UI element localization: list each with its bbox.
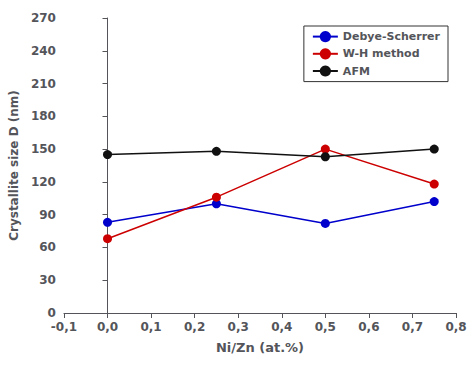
svg-text:30: 30 — [39, 273, 56, 287]
svg-text:0,6: 0,6 — [358, 320, 379, 334]
svg-text:90: 90 — [39, 208, 56, 222]
svg-text:60: 60 — [39, 240, 56, 254]
svg-text:0,4: 0,4 — [271, 320, 292, 334]
svg-text:-0,1: -0,1 — [51, 320, 77, 334]
svg-text:150: 150 — [31, 142, 56, 156]
svg-text:0,3: 0,3 — [228, 320, 249, 334]
svg-text:0,7: 0,7 — [402, 320, 423, 334]
svg-text:AFM: AFM — [343, 65, 370, 78]
svg-text:180: 180 — [31, 109, 56, 123]
svg-text:Debye-Scherrer: Debye-Scherrer — [343, 30, 441, 43]
svg-text:0,5: 0,5 — [315, 320, 336, 334]
svg-text:240: 240 — [31, 44, 56, 58]
svg-text:120: 120 — [31, 175, 56, 189]
svg-text:0,0: 0,0 — [97, 320, 118, 334]
svg-text:0,1: 0,1 — [140, 320, 161, 334]
svg-text:270: 270 — [31, 11, 56, 25]
svg-text:0: 0 — [48, 306, 56, 320]
svg-text:0,2: 0,2 — [184, 320, 205, 334]
svg-text:0,8: 0,8 — [445, 320, 466, 334]
svg-text:Crystallite size D (nm): Crystallite size D (nm) — [7, 90, 21, 241]
svg-text:210: 210 — [31, 77, 56, 91]
svg-text:Ni/Zn (at.%): Ni/Zn (at.%) — [216, 340, 304, 355]
svg-text:W-H method: W-H method — [343, 47, 420, 60]
